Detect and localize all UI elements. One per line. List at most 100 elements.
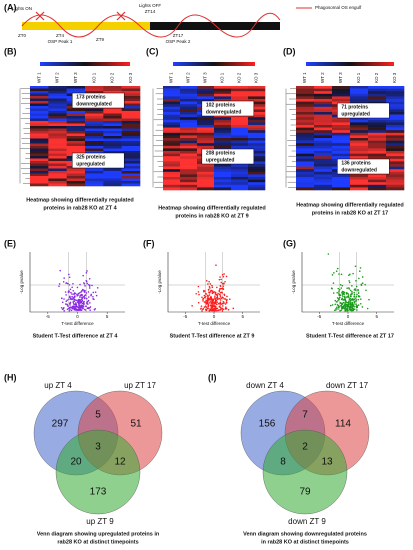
heatmap-cell [48, 116, 67, 119]
heatmap-cell [85, 116, 104, 119]
volcano-point [341, 307, 343, 310]
heatmap-cell [368, 145, 387, 149]
heatmap-cell [386, 164, 405, 167]
heatmap-cell [332, 86, 351, 89]
volcano-point [85, 292, 88, 294]
heatmap-cell [121, 138, 141, 142]
heatmap-cell [248, 122, 266, 126]
heatmap-cell [197, 125, 215, 128]
heatmap-cell [163, 153, 181, 157]
heatmap-cell [197, 164, 215, 167]
heatmap-cell [350, 132, 369, 136]
volcano-point [349, 308, 352, 311]
heatmap-cell [121, 163, 141, 167]
volcano-point [354, 265, 357, 268]
heatmap-cell [248, 177, 266, 180]
volcano-point [70, 306, 73, 309]
dendrogram [285, 88, 296, 188]
heatmap-cell [231, 140, 249, 144]
volcano-point [215, 299, 218, 302]
heatmap-cell [368, 135, 387, 139]
heatmap-cell [163, 148, 181, 152]
heatmap-cell [350, 148, 369, 152]
heatmap-cell [197, 140, 215, 144]
heatmap-cell [386, 104, 405, 108]
heatmap-cell [386, 106, 405, 110]
heatmap-cell [48, 101, 67, 104]
volcano-point [353, 295, 356, 298]
heatmap-cell [197, 138, 215, 141]
heatmap-cell [368, 138, 387, 141]
heatmap-cell [214, 86, 232, 89]
volcano-point [216, 298, 219, 301]
volcano-point [221, 308, 223, 310]
heatmap-cell [163, 130, 181, 134]
heatmap-cell [85, 136, 104, 139]
axes [29, 252, 125, 313]
heatmap-cell [180, 177, 198, 180]
volcano-point [222, 305, 224, 307]
volcano-point [96, 287, 99, 289]
heatmap-cell [332, 99, 351, 102]
volcano-point [64, 291, 67, 293]
heatmap-cell [248, 171, 266, 175]
set-label: up ZT 17 [124, 381, 156, 390]
heatmap-cell [231, 171, 249, 175]
heatmap-cell [30, 133, 49, 137]
venn-set [262, 429, 348, 515]
volcano-point [201, 296, 203, 299]
heatmap-cell [314, 151, 333, 154]
heatmap-cell [163, 187, 181, 191]
volcano-point [68, 298, 70, 301]
heatmap-cell [332, 140, 351, 144]
heatmap-cell [180, 101, 198, 105]
heatmap-cell [248, 104, 266, 108]
volcano-point [351, 303, 354, 306]
volcano-point [221, 282, 224, 285]
annotation-text: downregulated [206, 109, 242, 115]
volcano-point [344, 298, 346, 300]
heatmap-cell [180, 114, 198, 118]
volcano-point [353, 301, 356, 303]
venn-set [55, 429, 141, 515]
heatmap-cell [231, 138, 249, 141]
heatmap-cell [66, 176, 86, 179]
heatmap-cell [48, 156, 67, 159]
heatmap-cell [248, 109, 266, 113]
heatmap-cell [180, 187, 198, 191]
volcano-point [81, 288, 84, 291]
volcano-point [220, 278, 222, 281]
volcano-point [352, 272, 354, 275]
heatmap-cell [121, 113, 141, 117]
heatmap-cell [248, 161, 266, 165]
volcano-point [219, 299, 222, 301]
volcano-point [72, 289, 75, 292]
volcano-point [59, 269, 62, 272]
volcano-point [206, 307, 209, 310]
volcano-point [217, 298, 220, 300]
volcano-point [80, 309, 82, 311]
column-label: KO 1 [220, 72, 225, 83]
heatmap-cell [350, 86, 369, 89]
volcano-point [343, 295, 346, 298]
volcano-point [200, 305, 203, 307]
heatmap-cell [214, 93, 232, 97]
volcano-point [205, 292, 207, 295]
heatmap-cell [386, 135, 405, 139]
caption: Venn diagram showing downregulated prote… [243, 531, 367, 537]
heatmap-cell [214, 145, 232, 149]
volcano-point [71, 307, 74, 310]
volcano-point [222, 275, 225, 278]
volcano-point [345, 307, 347, 310]
volcano-point [355, 279, 357, 282]
volcano-point [79, 302, 82, 304]
heatmap-cell [163, 156, 181, 160]
x-tick-label: 0 [347, 314, 350, 319]
volcano-point [341, 291, 343, 294]
volcano-point [210, 304, 213, 307]
heatmap-cell [66, 173, 86, 177]
volcano-point [331, 304, 334, 306]
volcano-point [351, 290, 353, 293]
volcano-point [78, 307, 80, 309]
volcano-point [356, 293, 358, 296]
